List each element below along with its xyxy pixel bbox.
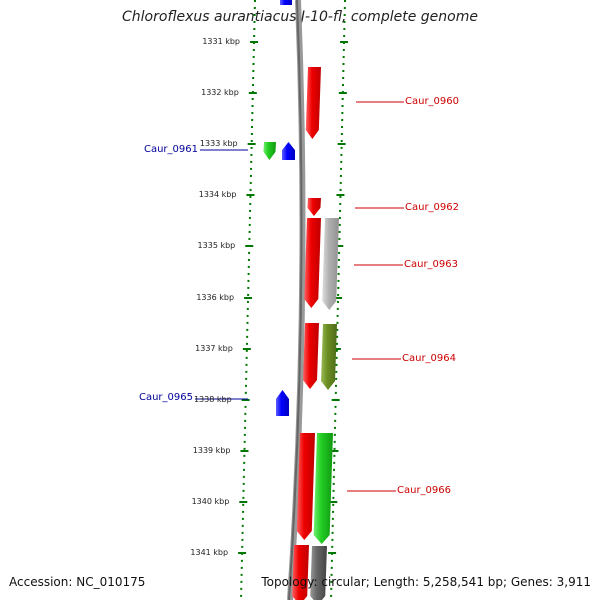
gene-arrow-blue[interactable]	[276, 390, 289, 416]
accession-text: Accession: NC_010175	[9, 575, 146, 589]
gene-arrow-red[interactable]	[305, 67, 321, 139]
ruler-label: 1338 kbp	[193, 395, 232, 404]
ruler-label: 1337 kbp	[195, 344, 233, 353]
gene-arrow-blue[interactable]	[282, 142, 295, 160]
gene-arrow-grey[interactable]	[322, 218, 339, 310]
gene-arrow-red[interactable]	[303, 323, 319, 389]
gene-label-caur-0960[interactable]: Caur_0960	[405, 96, 460, 107]
gene-label-caur-0963[interactable]: Caur_0963	[404, 259, 459, 270]
ruler-label: 1333 kbp	[199, 139, 238, 148]
gene-label-caur-0965[interactable]: Caur_0965	[138, 392, 193, 403]
gene-arrow-olive[interactable]	[321, 324, 337, 390]
gene-arrow-darkgrey[interactable]	[310, 546, 327, 600]
gene-arrow-green[interactable]	[263, 142, 276, 160]
label-connectors	[195, 101, 404, 492]
gene-features	[263, 0, 339, 600]
ruler-label: 1332 kbp	[201, 88, 239, 97]
ruler-label: 1341 kbp	[190, 548, 229, 557]
gene-label-caur-0961[interactable]: Caur_0961	[143, 144, 198, 155]
ruler-label: 1335 kbp	[197, 241, 236, 250]
gene-label-caur-0964[interactable]: Caur_0964	[402, 353, 457, 364]
gene-arrow-blue[interactable]	[280, 0, 292, 5]
gene-arrow-red[interactable]	[304, 218, 321, 308]
ruler-line-left	[240, 0, 256, 600]
gene-arrow-red[interactable]	[292, 545, 309, 600]
gene-arrow-red[interactable]	[307, 198, 321, 216]
ruler-label: 1339 kbp	[192, 446, 231, 455]
ruler-label: 1331 kbp	[202, 37, 241, 46]
genome-backbone-highlight	[288, 0, 303, 600]
gene-label-caur-0966[interactable]: Caur_0966	[397, 485, 452, 496]
ruler-label: 1336 kbp	[196, 293, 235, 302]
gene-label-caur-0962[interactable]: Caur_0962	[405, 202, 460, 213]
ruler-label: 1334 kbp	[198, 190, 237, 199]
ruler-label: 1340 kbp	[191, 497, 230, 506]
gene-arrow-red[interactable]	[296, 433, 315, 540]
genome-summary-text: Topology: circular; Length: 5,258,541 bp…	[261, 575, 591, 589]
gene-arrow-green[interactable]	[313, 433, 333, 544]
